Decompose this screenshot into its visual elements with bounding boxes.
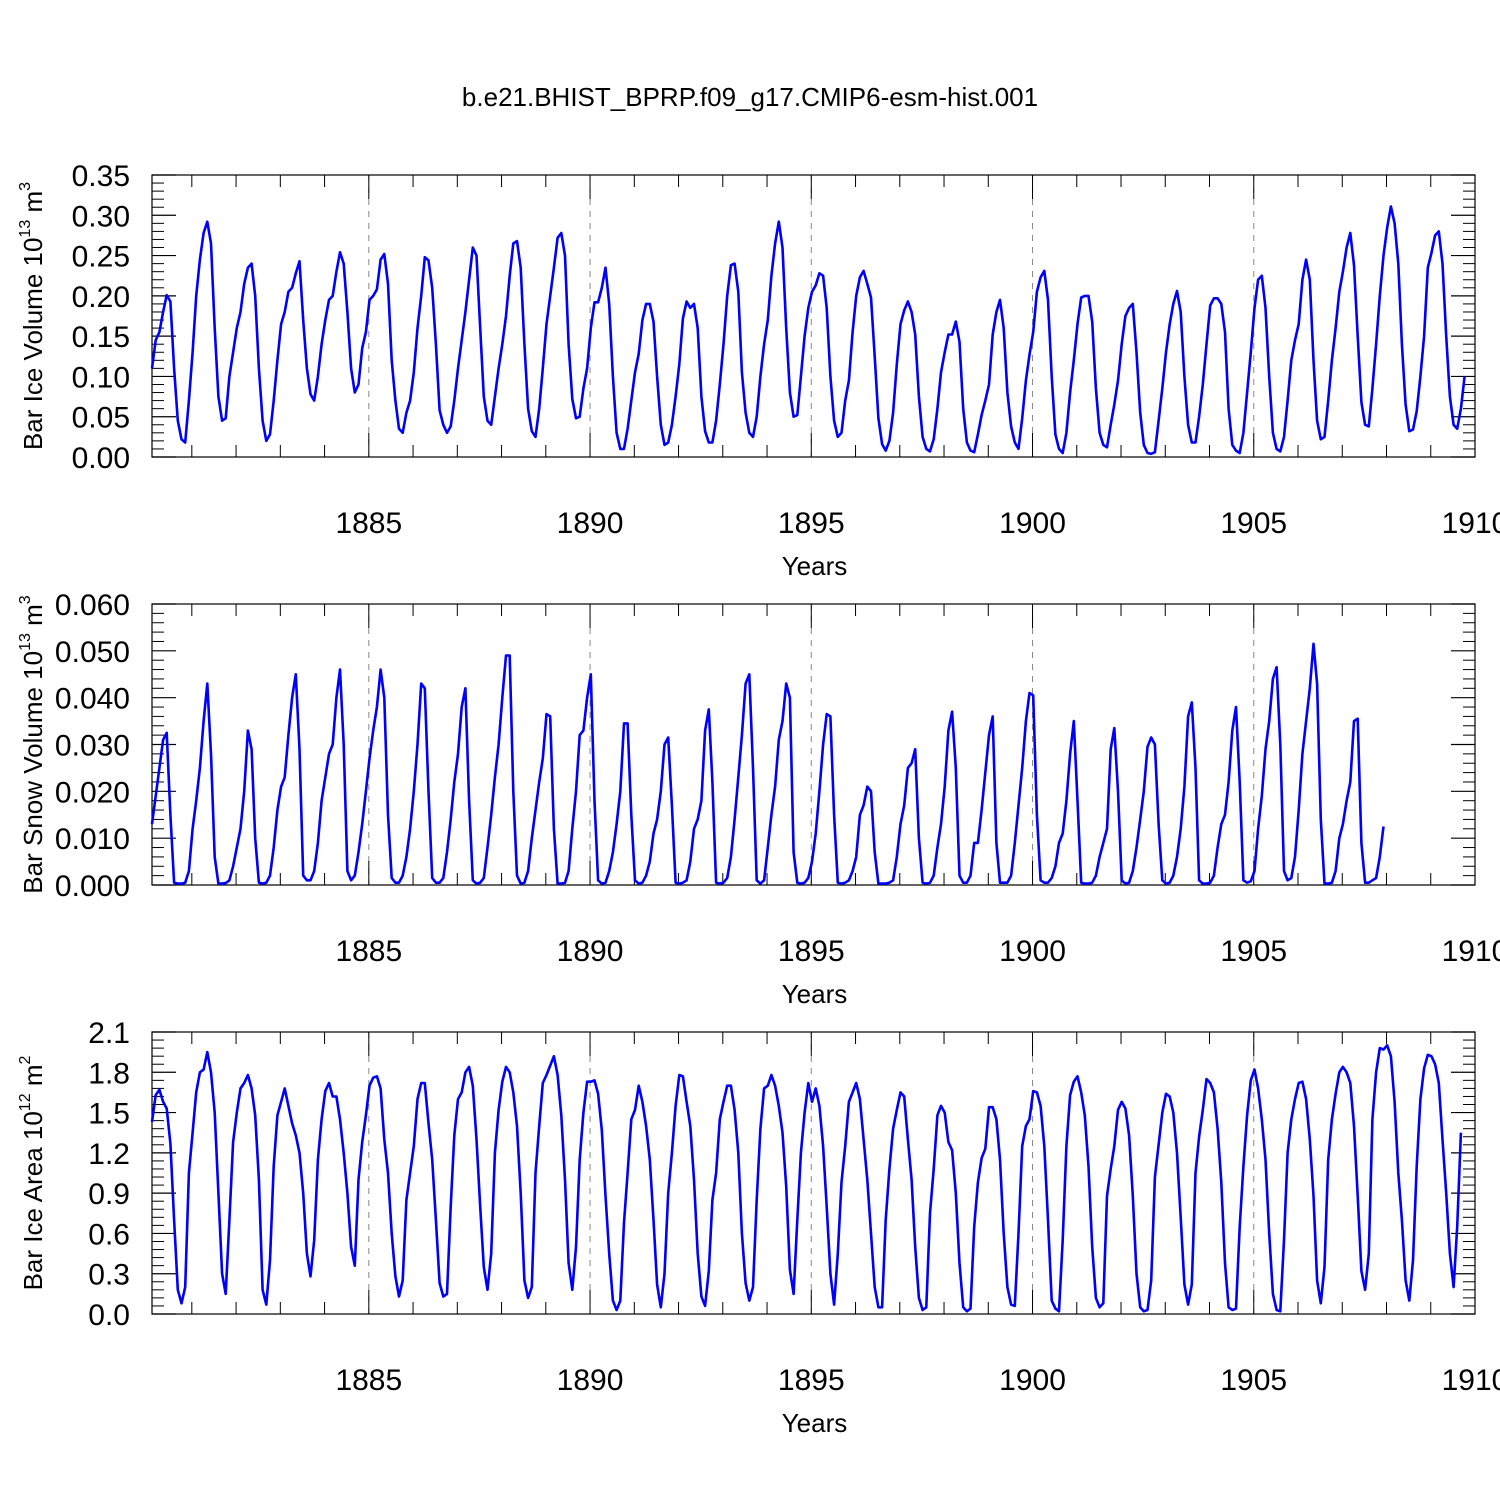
- y-tick-label: 0.10: [72, 361, 130, 394]
- y-tick-label: 1.8: [88, 1057, 130, 1090]
- x-tick-label: 1895: [778, 507, 845, 540]
- y-label-unit-exponent: 3: [17, 182, 34, 191]
- y-tick-label: 0.010: [55, 823, 130, 856]
- x-tick-label: 1910: [1442, 935, 1500, 968]
- y-tick-label: 0.00: [72, 442, 130, 475]
- series-line: [150, 1044, 1463, 1313]
- x-axis-label: Years: [782, 979, 848, 1009]
- y-tick-label: 0.35: [72, 160, 130, 193]
- x-tick-label: 1900: [999, 1364, 1066, 1397]
- y-tick-label: 0.30: [72, 200, 130, 233]
- y-tick-label: 0.040: [55, 683, 130, 716]
- x-tick-label: 1900: [999, 935, 1066, 968]
- y-label-text: Bar Ice Area 10: [18, 1111, 48, 1290]
- y-label-exponent: 13: [17, 633, 34, 651]
- x-tick-label: 1885: [335, 507, 402, 540]
- series-line: [150, 642, 1385, 885]
- y-tick-label: 1.2: [88, 1138, 130, 1171]
- y-tick-label: 0.15: [72, 321, 130, 354]
- y-axis-label: Bar Ice Volume 1013 m3: [17, 182, 48, 450]
- x-tick-label: 1895: [778, 935, 845, 968]
- snow-volume-panel: 0.000 0.010 0.020 0.030 0.040 0.050 0.060 1885 1…: [17, 589, 1500, 1009]
- y-tick-label: 0.050: [55, 636, 130, 669]
- y-tick-label: 2.1: [88, 1017, 130, 1050]
- y-label-unit: m: [18, 604, 48, 633]
- plot-frame: [151, 1031, 1476, 1315]
- x-tick-label: 1890: [557, 935, 624, 968]
- y-tick-label: 0.030: [55, 730, 130, 763]
- ice-area-panel: 0.0 0.3 0.6 0.9 1.2 1.5 1.8 2.1 1885 1890 1895 1900…: [17, 1017, 1500, 1438]
- y-tick-label: 1.5: [88, 1098, 130, 1131]
- x-tick-label: 1895: [778, 1364, 845, 1397]
- y-tick-label: 0.060: [55, 589, 130, 622]
- y-tick-label: 0.0: [88, 1299, 130, 1332]
- x-tick-label: 1900: [999, 507, 1066, 540]
- y-label-unit-exponent: 3: [17, 595, 34, 604]
- x-tick-label: 1905: [1220, 935, 1287, 968]
- y-tick-label: 0.9: [88, 1178, 130, 1211]
- y-tick-label: 0.05: [72, 402, 130, 435]
- series-line: [150, 205, 1466, 456]
- y-label-exponent: 13: [17, 220, 34, 238]
- y-label-unit-exponent: 2: [17, 1055, 34, 1064]
- y-tick-label: 0.6: [88, 1218, 130, 1251]
- x-tick-label: 1905: [1220, 1364, 1287, 1397]
- y-label-unit: m: [18, 1064, 48, 1093]
- x-tick-label: 1885: [335, 1364, 402, 1397]
- y-tick-label: 0.020: [55, 776, 130, 809]
- x-tick-label: 1905: [1220, 507, 1287, 540]
- x-axis-label: Years: [782, 1408, 848, 1438]
- y-tick-label: 0.3: [88, 1259, 130, 1292]
- y-tick-label: 0.25: [72, 241, 130, 274]
- y-label-text: Bar Snow Volume 10: [18, 651, 48, 894]
- y-label-exponent: 12: [17, 1093, 34, 1111]
- x-tick-label: 1890: [557, 507, 624, 540]
- y-label-text: Bar Ice Volume 10: [18, 238, 48, 450]
- y-axis-label: Bar Ice Area 1012 m2: [17, 1055, 48, 1290]
- y-axis-label: Bar Snow Volume 1013 m3: [17, 595, 48, 894]
- x-axis-label: Years: [782, 551, 848, 581]
- ice-volume-panel: 0.00 0.05 0.10 0.15 0.20 0.25 0.30 0.35 1885 1890…: [17, 160, 1500, 581]
- y-tick-label: 0.000: [55, 870, 130, 903]
- y-tick-label: 0.20: [72, 281, 130, 314]
- x-tick-label: 1890: [557, 1364, 624, 1397]
- y-label-unit: m: [18, 191, 48, 220]
- figure-title: b.e21.BHIST_BPRP.f09_g17.CMIP6-esm-hist.…: [461, 82, 1039, 112]
- plot-frame: [151, 174, 1476, 458]
- x-tick-label: 1910: [1442, 507, 1500, 540]
- x-tick-label: 1885: [335, 935, 402, 968]
- x-tick-label: 1910: [1442, 1364, 1500, 1397]
